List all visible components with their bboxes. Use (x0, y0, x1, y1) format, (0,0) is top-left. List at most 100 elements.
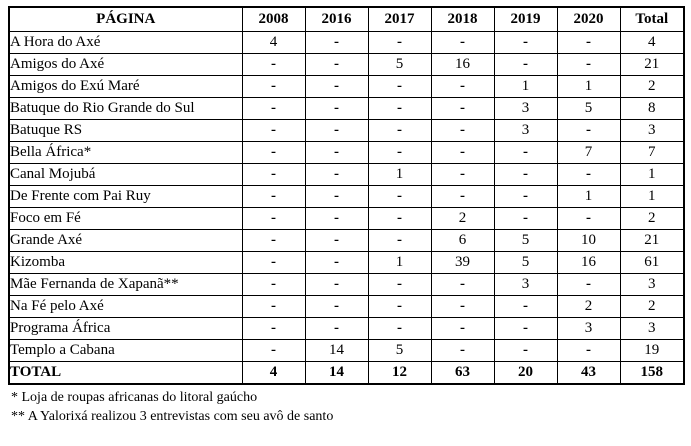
column-header: 2008 (241, 6, 306, 32)
value-cell: 16 (556, 251, 621, 274)
value-cell: - (430, 97, 495, 120)
value-cell: - (556, 207, 621, 230)
value-cell: 7 (556, 141, 621, 164)
value-cell: - (367, 141, 432, 164)
value-cell: - (556, 273, 621, 296)
value-cell: 14 (304, 361, 369, 385)
value-cell: 19 (619, 339, 685, 362)
value-cell: 1 (619, 185, 685, 208)
column-header: 2019 (493, 6, 558, 32)
value-cell: 5 (493, 251, 558, 274)
value-cell: 158 (619, 361, 685, 385)
table-body: A Hora do Axé 4- - - - -4 Amigos do Axé - -5 16- -… (8, 31, 685, 385)
value-cell: 63 (430, 361, 495, 385)
value-cell: - (241, 317, 306, 340)
value-cell: - (430, 141, 495, 164)
value-cell: 2 (556, 295, 621, 318)
value-cell: - (304, 317, 369, 340)
value-cell: - (367, 295, 432, 318)
column-header: Total (619, 6, 685, 32)
value-cell: 2 (619, 295, 685, 318)
value-cell: - (493, 163, 558, 186)
column-header: 2020 (556, 6, 621, 32)
table-row: Grande Axé - - -6 5 10 21 (8, 229, 685, 252)
value-cell: - (304, 119, 369, 142)
page-name-cell: Batuque do Rio Grande do Sul (8, 97, 243, 120)
value-cell: 5 (556, 97, 621, 120)
value-cell: - (241, 75, 306, 98)
value-cell: 43 (556, 361, 621, 385)
value-cell: - (241, 119, 306, 142)
value-cell: - (304, 97, 369, 120)
table-header: PÁGINA 2008 2016 2017 2018 2019 2020 Total (8, 6, 685, 32)
value-cell: - (430, 185, 495, 208)
value-cell: 1 (556, 185, 621, 208)
value-cell: - (493, 207, 558, 230)
value-cell: - (241, 97, 306, 120)
value-cell: - (493, 53, 558, 76)
value-cell: - (241, 251, 306, 274)
value-cell: 4 (241, 31, 306, 54)
value-cell: 16 (430, 53, 495, 76)
value-cell: - (241, 273, 306, 296)
value-cell: 5 (493, 229, 558, 252)
value-cell: 20 (493, 361, 558, 385)
value-cell: - (241, 229, 306, 252)
value-cell: - (556, 31, 621, 54)
value-cell: 2 (430, 207, 495, 230)
total-label-cell: TOTAL (8, 361, 243, 385)
value-cell: - (493, 295, 558, 318)
value-cell: 1 (619, 163, 685, 186)
value-cell: - (241, 141, 306, 164)
value-cell: - (493, 339, 558, 362)
value-cell: 3 (493, 119, 558, 142)
page-name-cell: Kizomba (8, 251, 243, 274)
value-cell: 5 (367, 339, 432, 362)
value-cell: - (304, 207, 369, 230)
value-cell: - (241, 207, 306, 230)
value-cell: 3 (619, 119, 685, 142)
page-name-cell: Templo a Cabana (8, 339, 243, 362)
page-name-cell: Mãe Fernanda de Xapanã** (8, 273, 243, 296)
header-row: PÁGINA 2008 2016 2017 2018 2019 2020 Total (8, 6, 685, 32)
value-cell: - (493, 185, 558, 208)
document-page: PÁGINA 2008 2016 2017 2018 2019 2020 Total A Ho… (8, 6, 685, 424)
value-cell: 14 (304, 339, 369, 362)
value-cell: - (304, 229, 369, 252)
value-cell: - (241, 339, 306, 362)
value-cell: - (304, 185, 369, 208)
table-row: Batuque RS - - - -3-3 (8, 119, 685, 142)
column-header: 2017 (367, 6, 432, 32)
pages-by-year-table: PÁGINA 2008 2016 2017 2018 2019 2020 Total A Ho… (8, 6, 685, 385)
footnote-2: ** A Yalorixá realizou 3 entrevistas com… (11, 408, 334, 424)
value-cell: 5 (367, 53, 432, 76)
value-cell: 1 (367, 163, 432, 186)
column-header: 2018 (430, 6, 495, 32)
value-cell: - (430, 163, 495, 186)
page-name-cell: Programa África (8, 317, 243, 340)
value-cell: 21 (619, 53, 685, 76)
value-cell: - (367, 185, 432, 208)
total-row: TOTAL 4 14 12 63 20 43 158 (8, 361, 685, 385)
value-cell: - (304, 251, 369, 274)
value-cell: - (367, 317, 432, 340)
value-cell: - (304, 141, 369, 164)
value-cell: - (304, 75, 369, 98)
value-cell: - (493, 141, 558, 164)
page-name-cell: Bella África* (8, 141, 243, 164)
value-cell: - (430, 339, 495, 362)
page-name-cell: Batuque RS (8, 119, 243, 142)
table-row: Na Fé pelo Axé - - - - -2 2 (8, 295, 685, 318)
value-cell: - (304, 273, 369, 296)
value-cell: - (304, 53, 369, 76)
page-name-cell: Grande Axé (8, 229, 243, 252)
column-header-pagina: PÁGINA (8, 6, 243, 32)
table-row: Kizomba - -1 39 5 16 61 (8, 251, 685, 274)
value-cell: 3 (619, 273, 685, 296)
value-cell: - (304, 295, 369, 318)
value-cell: - (430, 273, 495, 296)
value-cell: - (430, 119, 495, 142)
value-cell: - (556, 163, 621, 186)
table-row: Bella África* - - - - -7 7 (8, 141, 685, 164)
value-cell: 2 (619, 207, 685, 230)
